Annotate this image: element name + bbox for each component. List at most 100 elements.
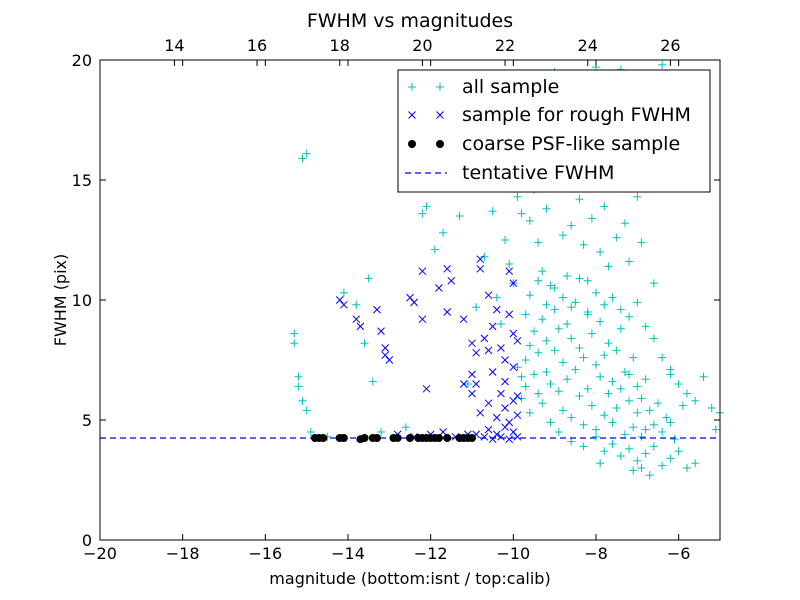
data-marks [100,60,724,480]
rough-sample-point [443,264,452,273]
all-sample-point [587,401,596,410]
rough-sample-point [459,380,468,388]
rough-sample-point [505,310,514,319]
rough-sample-point [492,430,501,439]
all-sample-point [629,353,638,362]
all-sample-point [517,372,526,381]
all-sample-point [620,368,629,376]
x-tick-label: −16 [248,544,282,563]
all-sample-point [583,276,592,285]
rough-sample-point [476,408,485,417]
all-sample-point [612,404,621,412]
all-sample-point [596,372,605,381]
all-sample-point [439,228,448,237]
rough-sample-point [435,284,443,292]
all-sample-point [517,209,526,218]
y-tick-label: 0 [82,531,92,550]
rough-sample-point [459,315,468,324]
y-tick-label: 5 [82,411,92,430]
rough-sample-point [497,389,505,398]
all-sample-point [567,303,576,312]
all-sample-point [550,305,559,314]
top-tick-label: 26 [660,36,680,55]
all-sample-point [538,315,547,324]
x-tick-label: −14 [331,544,365,563]
all-sample-point [530,327,538,336]
all-sample-point [542,336,551,345]
all-sample-point [521,382,530,391]
all-sample-point [571,365,580,374]
legend-marker-rough [436,111,444,119]
rough-sample-point [468,339,476,348]
rough-sample-point [501,404,509,412]
rough-sample-point [509,329,518,338]
all-sample-point [592,360,600,369]
all-sample-point [364,274,373,283]
all-sample-point [600,202,609,211]
rough-sample-point [476,264,485,273]
all-sample-point [567,437,576,446]
all-sample-point [521,356,530,364]
all-sample-point [550,346,559,355]
all-sample-point [649,420,658,429]
psf-sample-point [393,434,402,442]
all-sample-point [534,276,543,285]
top-tick-label: 24 [578,36,598,55]
rough-sample-point [443,308,452,316]
all-sample-point [418,209,427,218]
all-sample-point [298,396,307,405]
rough-sample-point [509,396,518,405]
all-sample-point [620,219,629,228]
top-tick-label: 16 [247,36,267,55]
rough-sample-point [484,346,493,355]
rough-sample-point [480,432,489,441]
all-sample-point [542,204,551,213]
all-sample-point [563,272,572,280]
chart-title: FWHM vs magnitudes [307,10,513,32]
rough-sample-point [410,298,418,307]
all-sample-point [592,288,600,297]
all-sample-point [294,382,303,391]
top-tick-label: 14 [164,36,184,55]
all-sample-point [592,432,600,441]
all-sample-point [542,300,551,309]
all-sample-point [699,372,708,381]
all-sample-point [633,408,642,417]
rough-sample-point [418,267,427,276]
all-sample-point [637,432,646,441]
psf-sample-point [434,434,443,442]
all-sample-point [625,396,634,405]
all-sample-point [616,452,625,460]
y-axis-label: FWHM (pix) [51,254,70,347]
all-sample-point [625,444,634,453]
all-sample-point [711,425,720,434]
all-sample-point [360,339,369,348]
all-sample-point [625,257,634,266]
all-sample-point [662,413,671,422]
all-sample-point [554,428,563,436]
all-sample-point [637,394,646,403]
rough-sample-point [509,363,518,372]
all-sample-point [641,375,650,384]
all-sample-point [625,312,634,321]
rough-sample-point [468,389,476,398]
all-sample-point [290,339,299,348]
all-sample-point [666,365,675,374]
rough-sample-point [480,334,489,343]
x-tick-label: −8 [584,544,608,563]
all-sample-point [525,408,534,417]
rough-sample-point [492,413,501,422]
all-sample-point [339,288,348,297]
all-sample-point [612,346,621,355]
all-sample-point [707,404,716,412]
legend-entry-label: all sample [462,76,559,98]
rough-sample-point [352,315,361,324]
all-sample-point [563,375,572,384]
rough-sample-point [484,399,493,408]
rough-sample-point [509,279,518,288]
all-sample-point [583,308,592,316]
x-axis-label: magnitude (bottom:isnt / top:calib) [269,569,550,588]
all-sample-point [472,303,481,312]
all-sample-point [682,464,691,472]
